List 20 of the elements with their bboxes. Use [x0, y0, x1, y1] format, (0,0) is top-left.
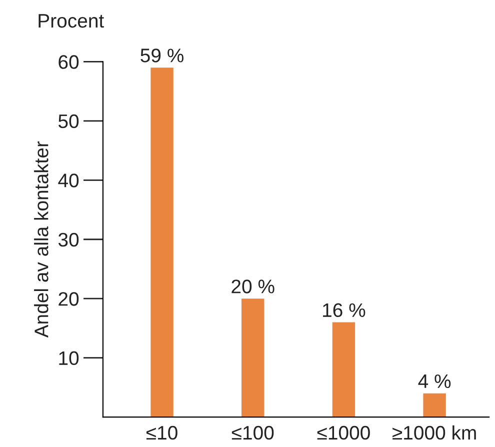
text: Procent	[38, 14, 104, 28]
y-tick-label: 20	[58, 292, 79, 306]
x-tick-label: ≥1000 km	[392, 425, 476, 440]
data-label: 20 %	[232, 280, 274, 294]
y-tick-label: 40	[58, 174, 79, 188]
y-axis-title: Andel av alla kontakter	[34, 141, 48, 338]
x-tick-label: ≤1000	[317, 426, 370, 440]
bar	[242, 298, 264, 418]
x-tick-label: ≤100	[232, 426, 274, 440]
y-tick-label: 60	[58, 55, 79, 69]
y-tick-label: 50	[58, 114, 79, 128]
y-tick-label: 30	[58, 232, 79, 247]
data-label: 16 %	[323, 303, 366, 318]
bar	[332, 322, 356, 418]
y-tick-label: 10	[59, 351, 79, 366]
x-tick-label: ≤10	[146, 426, 178, 440]
bar	[150, 68, 174, 418]
data-label: 4 %	[418, 374, 451, 388]
bar	[423, 393, 446, 418]
data-label: 59 %	[140, 48, 184, 62]
